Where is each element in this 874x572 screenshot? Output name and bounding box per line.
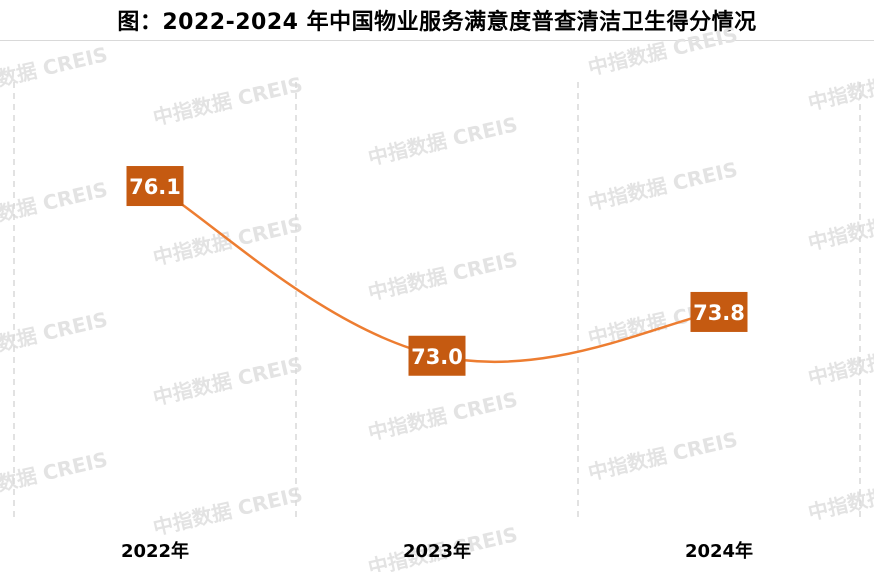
watermark-text: 中指数据 CREIS: [806, 467, 874, 525]
x-tick-label: 2023年: [403, 540, 471, 562]
data-labels: 76.1 73.0 73.8: [126, 166, 748, 376]
title-divider: [0, 40, 874, 41]
data-label-box: [690, 291, 748, 332]
watermark-text: 中指数据 CREIS: [151, 72, 305, 130]
watermark-text: 中指数据 CREIS: [366, 387, 520, 445]
watermark-text: 中指数据 CREIS: [0, 42, 110, 100]
watermark-text: 中指数据 CREIS: [806, 332, 874, 390]
x-axis: 2022年 2023年 2024年: [121, 540, 753, 562]
watermark-text: 中指数据 CREIS: [366, 112, 520, 170]
watermark-text: 中指数据 CREIS: [151, 482, 305, 540]
watermark-text: 中指数据 CREIS: [586, 22, 740, 80]
data-label-box: [126, 166, 184, 207]
watermark-text: 中指数据 CREIS: [0, 307, 110, 365]
watermark-text: 中指数据 CREIS: [0, 177, 110, 235]
watermark-text: 中指数据 CREIS: [151, 352, 305, 410]
watermark-text: 中指数据 CREIS: [586, 157, 740, 215]
watermark-text: 中指数据 CREIS: [151, 212, 305, 270]
grid-lines: [13, 82, 861, 520]
watermark-text: 中指数据 CREIS: [366, 247, 520, 305]
data-label-box: [408, 335, 466, 376]
data-label: 73.8: [693, 301, 745, 325]
data-label: 76.1: [129, 175, 181, 199]
watermark-text: 中指数据 CREIS: [806, 57, 874, 115]
x-tick-label: 2024年: [685, 540, 753, 562]
watermark-text: 中指数据 CREIS: [806, 197, 874, 255]
x-tick-label: 2022年: [121, 540, 189, 562]
chart-title: 图：2022-2024 年中国物业服务满意度普查清洁卫生得分情况: [117, 10, 757, 35]
watermark-text: 中指数据 CREIS: [0, 447, 110, 505]
data-label: 73.0: [411, 345, 463, 369]
watermark-text: 中指数据 CREIS: [586, 427, 740, 485]
